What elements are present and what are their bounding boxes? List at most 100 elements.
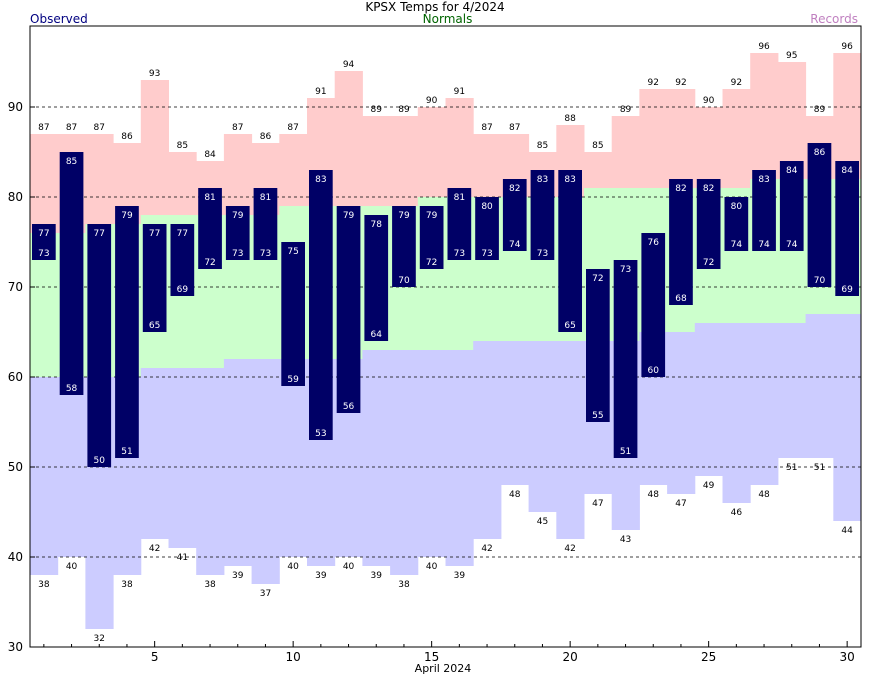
observed-low-label: 69 bbox=[177, 285, 189, 295]
observed-bar bbox=[586, 269, 610, 422]
observed-high-label: 75 bbox=[287, 247, 298, 257]
record-low-band bbox=[251, 359, 280, 584]
record-high-label: 94 bbox=[343, 60, 355, 70]
record-high-band bbox=[584, 152, 613, 188]
record-low-band bbox=[417, 350, 446, 557]
observed-bar bbox=[835, 161, 859, 296]
record-low-label: 40 bbox=[66, 562, 78, 572]
record-high-label: 87 bbox=[66, 123, 77, 133]
record-low-band bbox=[279, 359, 308, 557]
observed-bar bbox=[752, 170, 776, 251]
observed-bar bbox=[447, 188, 472, 260]
observed-low-label: 65 bbox=[564, 321, 575, 331]
observed-bar bbox=[613, 260, 638, 458]
grid-lines bbox=[30, 106, 861, 558]
axes: 30 40 50 60 70 80 90 5 10 15 20 25 30 bbox=[8, 100, 855, 664]
observed-bar bbox=[530, 170, 555, 260]
record-low-band bbox=[445, 350, 474, 566]
record-high-label: 87 bbox=[481, 123, 492, 133]
observed-bar bbox=[253, 188, 278, 260]
observed-bar bbox=[641, 233, 666, 377]
record-low-label: 39 bbox=[232, 571, 244, 581]
record-low-band bbox=[833, 314, 862, 521]
record-low-label: 42 bbox=[149, 544, 160, 554]
observed-high-label: 77 bbox=[94, 229, 105, 239]
record-low-band bbox=[500, 341, 530, 485]
observed-low-label: 73 bbox=[454, 249, 465, 259]
record-low-label: 38 bbox=[204, 580, 216, 590]
record-low-label: 43 bbox=[620, 535, 631, 545]
observed-low-label: 74 bbox=[509, 240, 521, 250]
record-high-band bbox=[223, 134, 253, 215]
record-high-label: 96 bbox=[758, 42, 770, 52]
record-low-band bbox=[556, 341, 585, 539]
observed-bar bbox=[225, 206, 250, 260]
record-low-label: 39 bbox=[371, 571, 383, 581]
observed-bar bbox=[170, 224, 195, 296]
record-low-label: 51 bbox=[814, 463, 825, 473]
record-high-label: 91 bbox=[454, 87, 465, 97]
record-low-label: 49 bbox=[703, 481, 715, 491]
observed-low-label: 58 bbox=[66, 384, 78, 394]
observed-high-label: 81 bbox=[260, 193, 271, 203]
record-low-label: 41 bbox=[177, 553, 188, 563]
observed-low-label: 74 bbox=[758, 240, 770, 250]
observed-high-label: 84 bbox=[786, 166, 798, 176]
observed-bar bbox=[502, 179, 527, 251]
y-tick-label: 50 bbox=[8, 460, 23, 474]
observed-low-label: 51 bbox=[620, 447, 631, 457]
record-high-band bbox=[140, 80, 169, 215]
observed-high-label: 79 bbox=[398, 211, 410, 221]
observed-low-label: 72 bbox=[204, 258, 215, 268]
observed-high-label: 80 bbox=[731, 202, 743, 212]
observed-low-label: 70 bbox=[814, 276, 826, 286]
record-high-band bbox=[85, 134, 114, 224]
legend-observed: Observed bbox=[30, 12, 88, 26]
observed-high-label: 79 bbox=[232, 211, 244, 221]
record-low-label: 51 bbox=[786, 463, 797, 473]
record-low-label: 48 bbox=[758, 490, 770, 500]
observed-high-label: 83 bbox=[537, 175, 548, 185]
record-low-label: 42 bbox=[564, 544, 575, 554]
record-high-label: 92 bbox=[675, 78, 686, 88]
record-high-label: 86 bbox=[260, 132, 272, 142]
observed-low-label: 68 bbox=[675, 294, 687, 304]
observed-low-label: 55 bbox=[592, 411, 603, 421]
observed-high-label: 77 bbox=[177, 229, 188, 239]
record-high-label: 90 bbox=[426, 96, 438, 106]
record-high-label: 89 bbox=[814, 105, 826, 115]
record-low-label: 39 bbox=[454, 571, 466, 581]
record-low-label: 48 bbox=[509, 490, 521, 500]
record-high-label: 89 bbox=[398, 105, 410, 115]
observed-high-label: 79 bbox=[343, 211, 355, 221]
observed-low-label: 59 bbox=[287, 375, 299, 385]
record-high-band bbox=[445, 98, 474, 197]
x-tick-label: 5 bbox=[151, 650, 159, 664]
record-low-band bbox=[805, 314, 834, 458]
observed-bar bbox=[87, 224, 112, 467]
record-low-label: 46 bbox=[731, 508, 743, 518]
observed-bar bbox=[309, 170, 333, 440]
plot-frame bbox=[29, 25, 862, 648]
record-low-band bbox=[390, 350, 419, 575]
x-tick-label: 20 bbox=[563, 650, 578, 664]
record-low-label: 42 bbox=[481, 544, 492, 554]
observed-high-label: 77 bbox=[149, 229, 160, 239]
observed-bar bbox=[336, 206, 361, 413]
record-low-band bbox=[667, 332, 696, 494]
record-high-label: 87 bbox=[94, 123, 105, 133]
observed-high-label: 82 bbox=[703, 184, 714, 194]
record-low-label: 38 bbox=[38, 580, 50, 590]
observed-bar bbox=[779, 161, 804, 251]
observed-bar bbox=[115, 206, 139, 458]
observed-low-label: 74 bbox=[786, 240, 798, 250]
observed-bars: 77 73 85 58 77 50 79 51 77 65 77 69 81 72 79 73 81 73 75 59… bbox=[32, 143, 859, 467]
record-low-label: 48 bbox=[648, 490, 660, 500]
observed-high-label: 81 bbox=[454, 193, 465, 203]
observed-low-label: 73 bbox=[232, 249, 243, 259]
record-high-band bbox=[750, 53, 779, 179]
record-low-band bbox=[694, 323, 723, 476]
record-high-band bbox=[722, 89, 751, 188]
observed-low-label: 72 bbox=[426, 258, 437, 268]
